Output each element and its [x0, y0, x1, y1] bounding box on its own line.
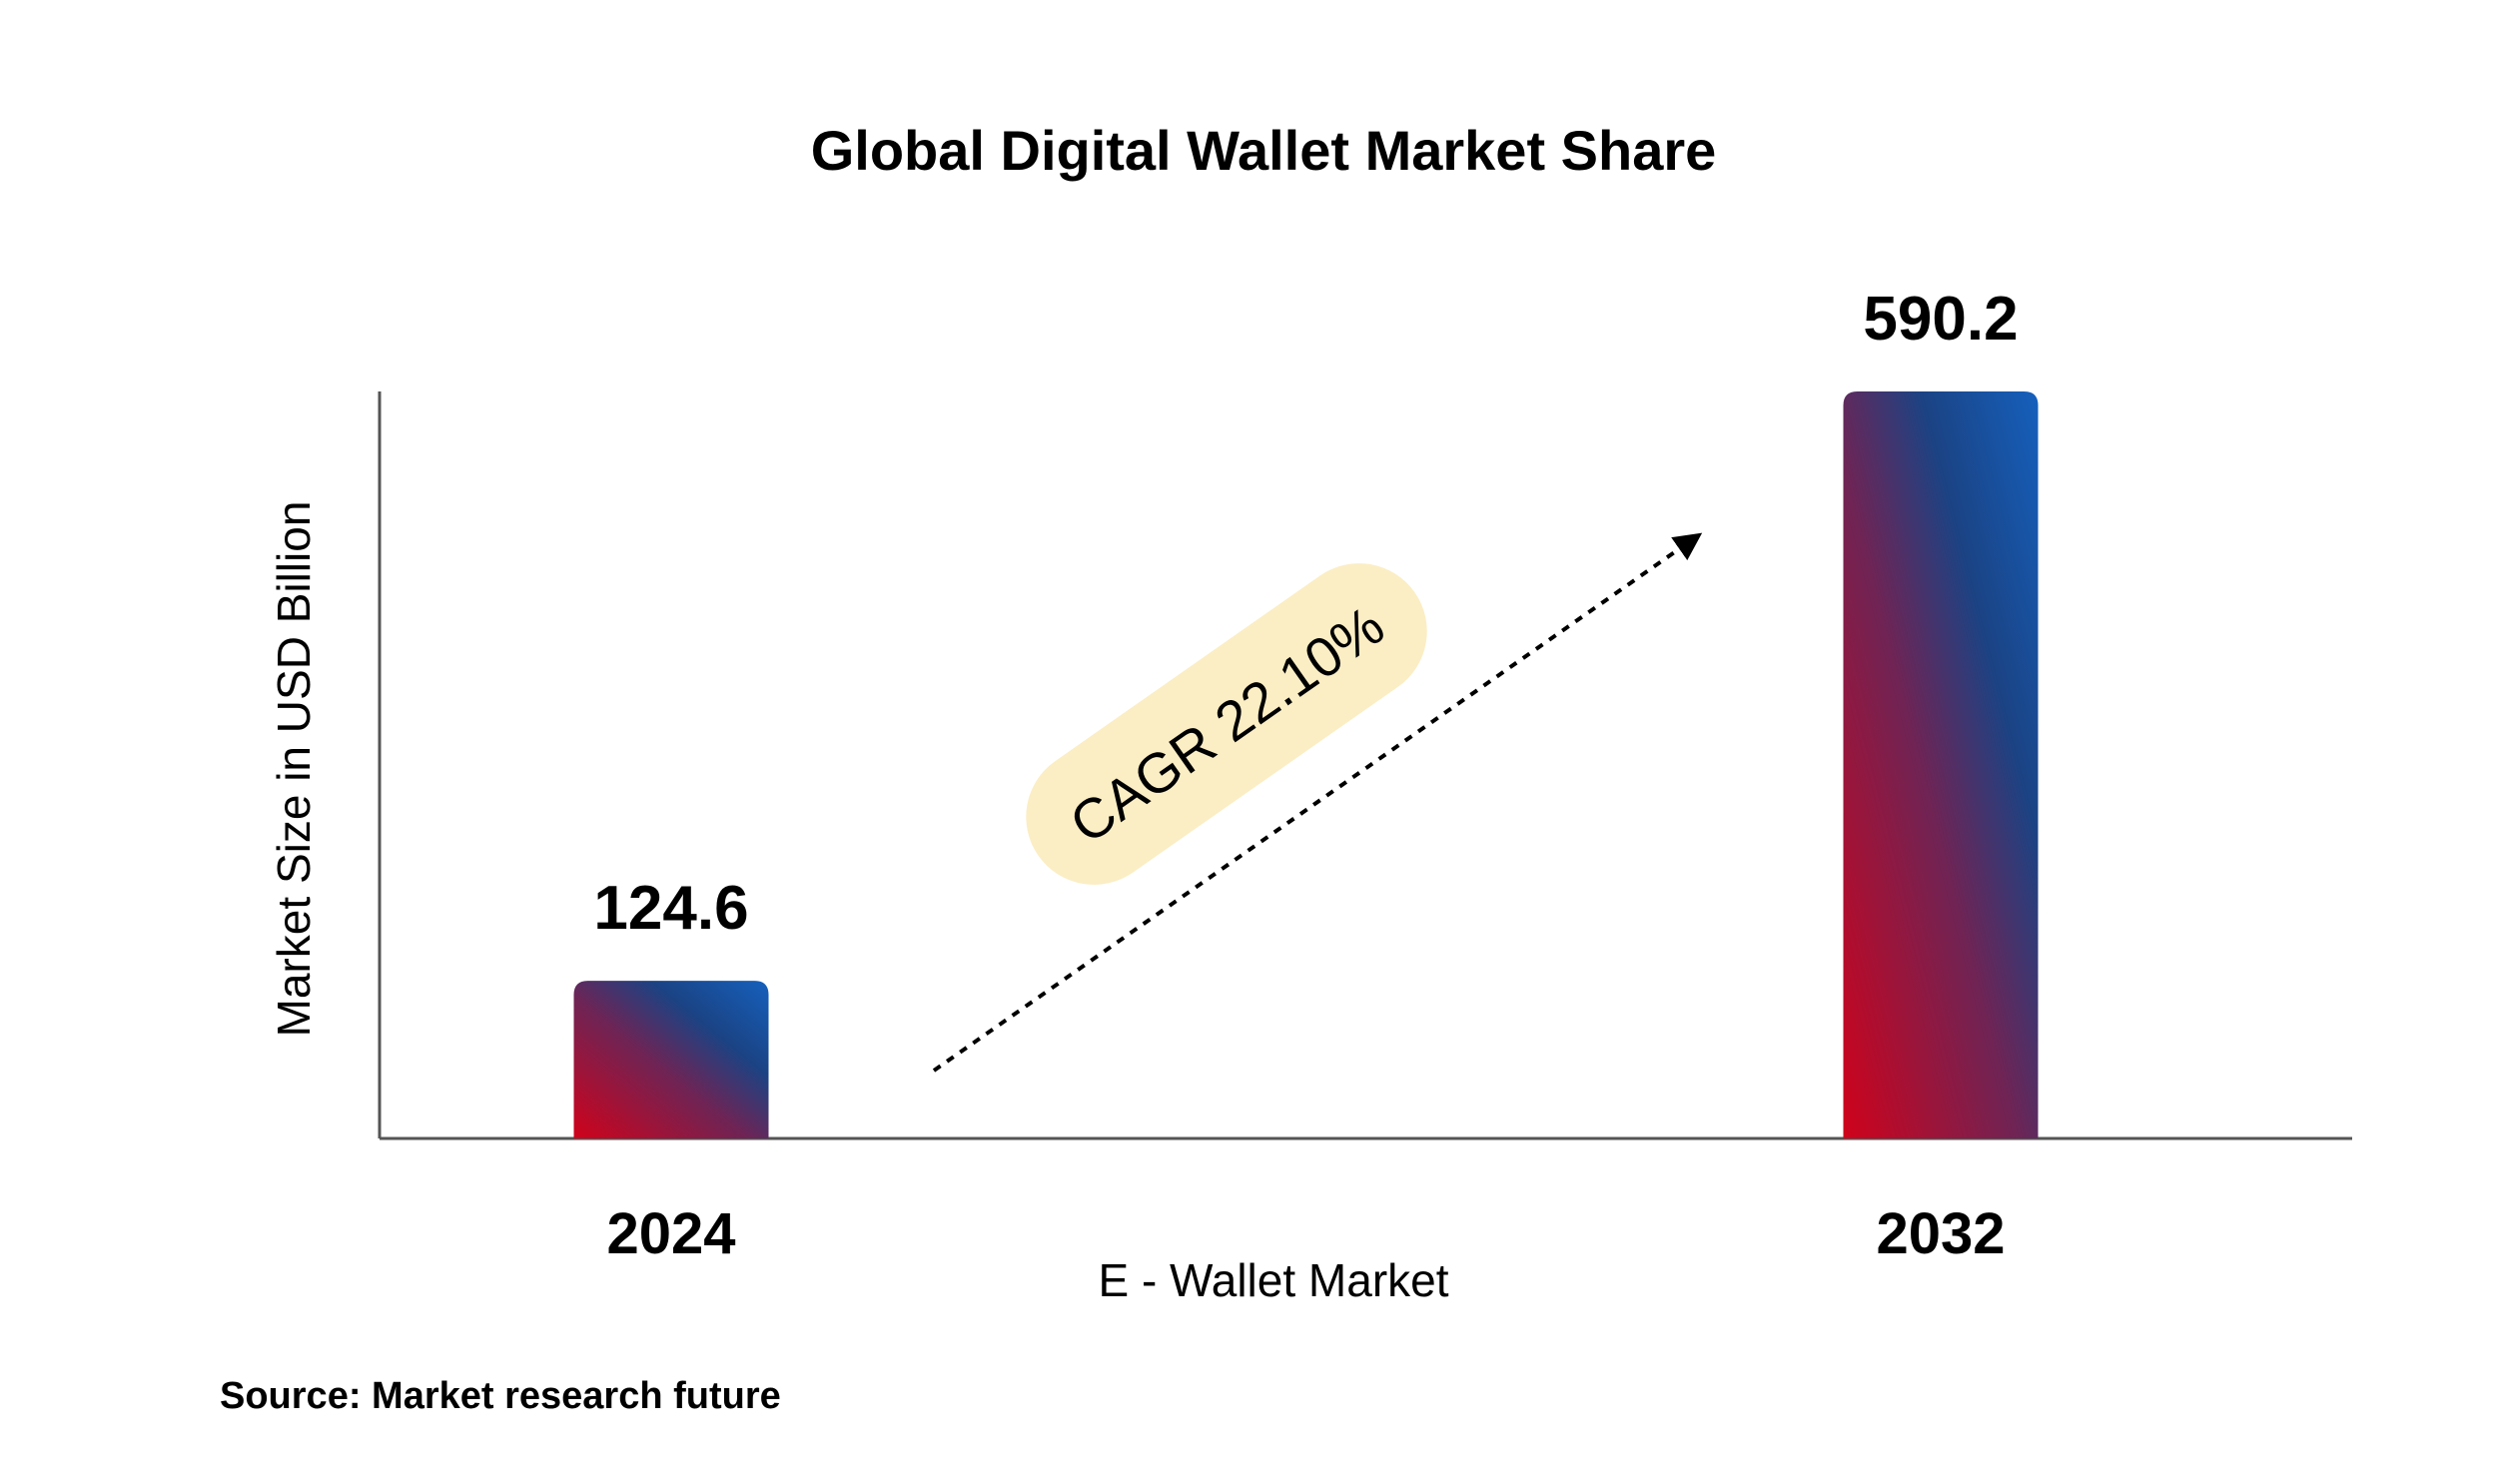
x-tick-label-2032: 2032	[1876, 1201, 2005, 1266]
bar-2032	[1843, 391, 2039, 1138]
value-label-2032: 590.2	[1863, 285, 2018, 354]
cagr-badge: CAGR 22.10%	[1026, 563, 1427, 885]
cagr-trend-arrow	[932, 532, 1703, 1073]
value-label-2024: 124.6	[593, 874, 748, 943]
tick-labels-layer: 2024 2032	[606, 1201, 2005, 1266]
bar-2032-shape	[1843, 391, 2039, 1138]
x-axis-label: E - Wallet Market	[1098, 1254, 1448, 1306]
y-axis-label: Market Size in USD Billion	[268, 501, 320, 1038]
bars-layer	[573, 391, 2039, 1138]
chart-title: Global Digital Wallet Market Share	[811, 119, 1717, 182]
value-labels-layer: 124.6 590.2	[593, 285, 2018, 943]
x-tick-label-2024: 2024	[606, 1201, 735, 1266]
source-note: Source: Market research future	[220, 1375, 781, 1417]
bar-2024	[573, 981, 769, 1138]
bar-2024-shape	[573, 981, 769, 1138]
cagr-badge-background	[1026, 563, 1427, 885]
